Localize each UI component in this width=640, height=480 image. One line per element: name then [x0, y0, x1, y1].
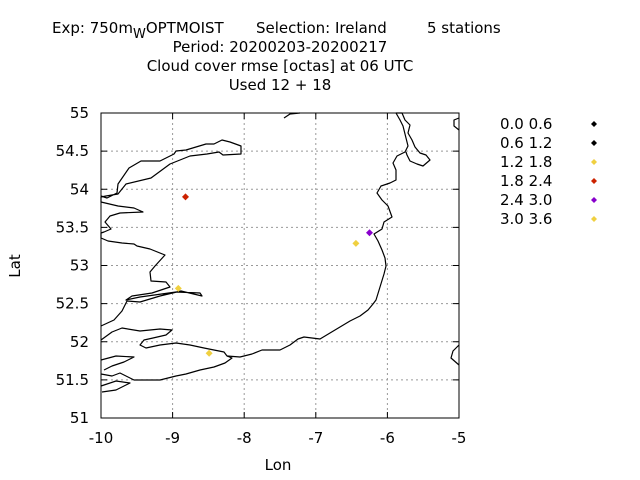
title-exp: Exp: 750m: [52, 19, 133, 37]
x-tick-label: -6: [380, 429, 395, 447]
legend-marker: [591, 178, 597, 184]
legend-label: 1.2 1.8: [500, 153, 552, 171]
legend-marker: [591, 216, 597, 222]
coastline-kenmare: [100, 380, 131, 393]
legend-label: 3.0 3.6: [500, 210, 552, 228]
station-point: [366, 229, 373, 237]
x-tick-label: -8: [237, 429, 252, 447]
title-line-4: Used 12 + 18: [229, 76, 332, 94]
legend-label: 0.6 1.2: [500, 134, 552, 152]
station-point: [181, 193, 189, 201]
coastline-northern-tip: [283, 112, 301, 119]
y-tick-label: 51: [70, 409, 89, 427]
y-tick-label: 54: [70, 180, 89, 198]
legend-marker: [591, 140, 597, 146]
x-tick-label: -9: [165, 429, 180, 447]
axis-ticks: -10 -9 -8 -7 -6 -5 51 51.5 52 52.5 53 53.5 54 54.5 55: [56, 104, 467, 447]
y-tick-label: 52.5: [56, 295, 89, 313]
station-markers: [174, 193, 373, 357]
y-tick-label: 51.5: [56, 371, 89, 389]
x-tick-label: -10: [89, 429, 114, 447]
legend: 0.0 0.60.6 1.21.2 1.81.8 2.42.4 3.03.0 3…: [500, 115, 597, 228]
station-point: [174, 284, 182, 292]
coastline-scotland: [453, 117, 460, 131]
station-point: [205, 349, 213, 357]
title-model: OPTMOIST: [146, 19, 225, 37]
y-tick-label: 53.5: [56, 218, 89, 236]
coastline-south: [226, 112, 431, 358]
coastline-west: [100, 139, 242, 327]
legend-marker: [591, 121, 597, 127]
coastline-wales: [450, 344, 460, 366]
y-tick-label: 54.5: [56, 142, 89, 160]
title-line-2: Period: 20200203-20200217: [173, 38, 388, 56]
y-tick-label: 55: [70, 104, 89, 122]
title-exp-subscript: W: [133, 27, 146, 42]
station-point: [352, 239, 360, 247]
legend-label: 2.4 3.0: [500, 191, 552, 209]
grid-lines: [101, 113, 459, 418]
legend-marker: [591, 159, 597, 165]
coastline-bantry: [100, 355, 135, 371]
legend-label: 0.0 0.6: [500, 115, 552, 133]
coastline-southwest: [100, 327, 233, 381]
y-axis-label: Lat: [6, 254, 24, 278]
title-line-3: Cloud cover rmse [octas] at 06 UTC: [147, 57, 414, 75]
x-tick-label: -7: [308, 429, 323, 447]
x-axis-label: Lon: [265, 456, 292, 474]
title-line-1: Exp: 750mWOPTMOIST: [52, 19, 225, 42]
coastline: [100, 112, 460, 393]
x-tick-label: -5: [452, 429, 467, 447]
legend-marker: [591, 197, 597, 203]
title-stations: 5 stations: [427, 19, 501, 37]
y-tick-label: 53: [70, 257, 89, 275]
y-tick-label: 52: [70, 333, 89, 351]
legend-label: 1.8 2.4: [500, 172, 552, 190]
title-selection: Selection: Ireland: [256, 19, 387, 37]
